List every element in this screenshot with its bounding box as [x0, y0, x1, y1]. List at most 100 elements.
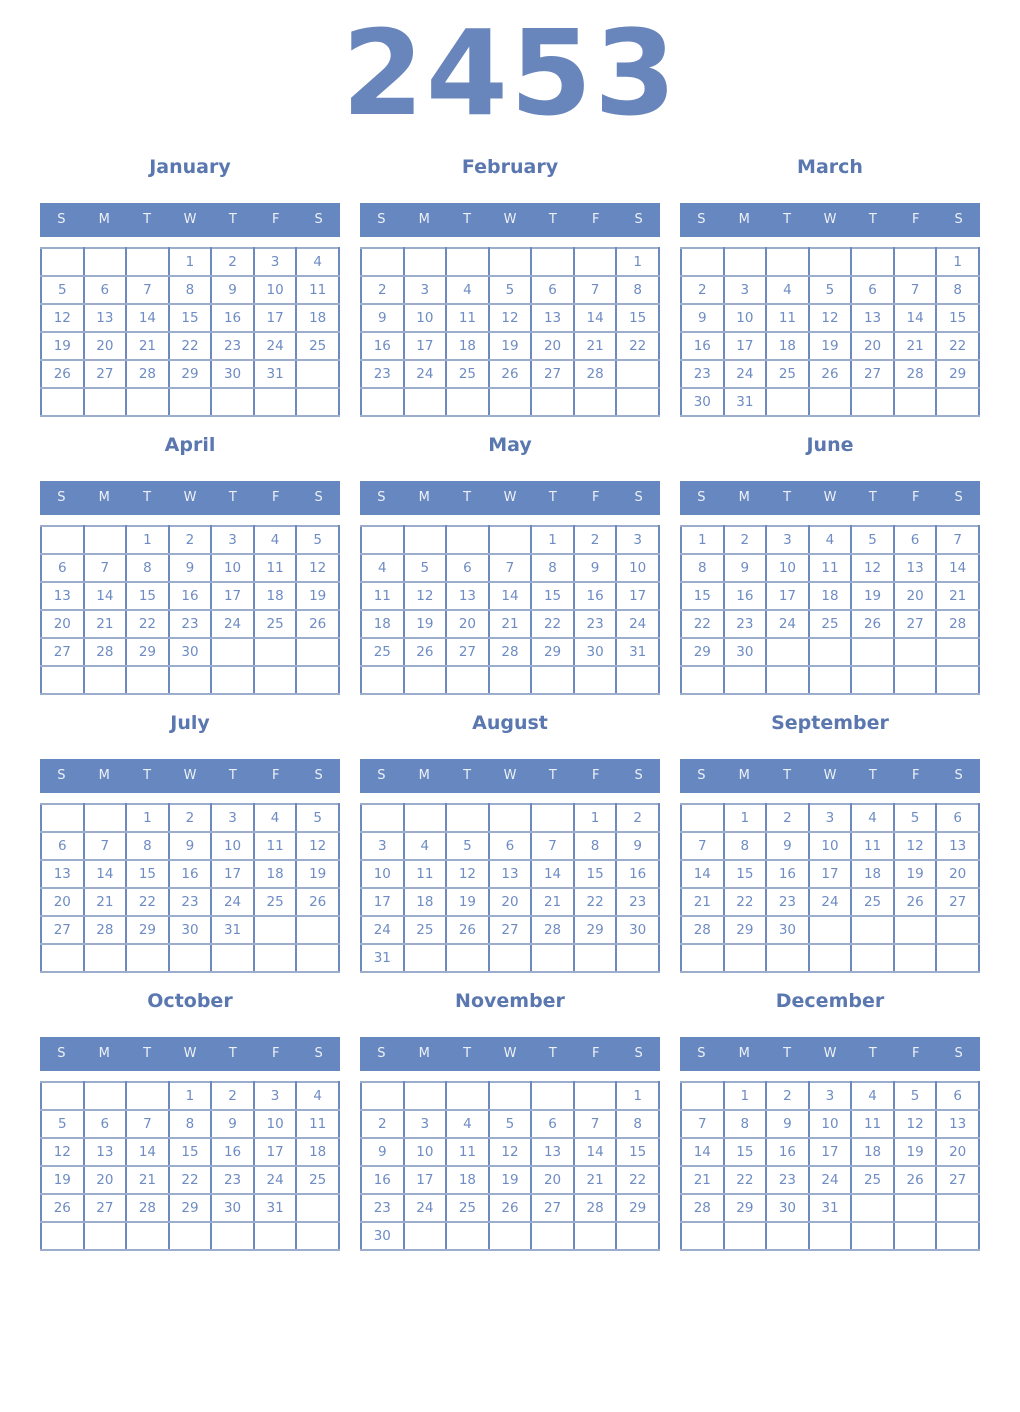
empty-cell [722, 1221, 768, 1251]
empty-cell [445, 247, 490, 277]
date-cell: 17 [615, 581, 660, 611]
date-cell: 8 [615, 1109, 660, 1139]
date-cell: 27 [487, 915, 533, 945]
empty-cell [850, 1193, 895, 1223]
weekday-label: M [738, 1046, 750, 1061]
date-cell: 2 [167, 803, 213, 833]
date-grid: 1 2 3 4 5 6 7 8 9 10 11 12 13 14 15 16 17 18 19 20 21 22 23 24 2… [40, 247, 340, 417]
date-cell: 14 [487, 581, 533, 611]
date-cell: 30 [765, 915, 810, 945]
empty-cell [807, 387, 853, 417]
date-cell: 28 [935, 609, 980, 639]
date-cell: 25 [850, 887, 895, 917]
date-cell: 13 [82, 1137, 128, 1167]
empty-cell [850, 247, 895, 277]
week-row: 29 30 [680, 637, 980, 667]
date-cell: 27 [850, 359, 895, 389]
week-row: 13 14 15 16 17 18 19 [40, 581, 340, 611]
date-cell: 7 [125, 275, 170, 305]
empty-cell [167, 387, 213, 417]
weekday-label: M [98, 212, 110, 227]
date-cell: 19 [807, 331, 853, 361]
date-cell: 6 [530, 275, 575, 305]
empty-cell [680, 803, 725, 833]
weekday-label: W [183, 212, 197, 227]
date-cell: 16 [615, 859, 660, 889]
date-cell: 4 [252, 803, 298, 833]
date-cell: 3 [402, 275, 448, 305]
date-cell: 2 [360, 275, 405, 305]
date-cell: 20 [935, 1137, 980, 1167]
weekday-label: S [377, 1046, 386, 1061]
empty-cell [402, 387, 448, 417]
date-cell: 6 [530, 1109, 575, 1139]
weekday-label: S [314, 768, 323, 783]
date-cell: 24 [360, 915, 405, 945]
date-cell: 13 [935, 831, 980, 861]
empty-cell [295, 1221, 340, 1251]
empty-cell [807, 943, 853, 973]
date-cell: 4 [445, 275, 490, 305]
empty-cell [252, 387, 298, 417]
date-cell: 19 [487, 1165, 533, 1195]
date-cell: 31 [722, 387, 768, 417]
week-row [360, 387, 660, 417]
weekday-label: M [418, 212, 430, 227]
date-cell: 27 [40, 915, 85, 945]
date-cell: 8 [615, 275, 660, 305]
empty-cell [722, 665, 768, 695]
empty-cell [935, 1193, 980, 1223]
weekday-label: T [868, 490, 877, 505]
week-row: 16 17 18 19 20 21 22 [360, 331, 660, 361]
date-cell: 18 [850, 859, 895, 889]
empty-cell [445, 525, 490, 555]
date-cell: 3 [722, 275, 768, 305]
empty-cell [615, 1221, 660, 1251]
date-cell: 12 [850, 553, 895, 583]
date-cell: 2 [615, 803, 660, 833]
date-cell: 29 [125, 915, 170, 945]
date-cell: 4 [445, 1109, 490, 1139]
date-cell: 7 [82, 553, 128, 583]
date-cell: 6 [82, 1109, 128, 1139]
date-cell: 18 [807, 581, 853, 611]
date-grid: 1 2 3 4 5 6 7 8 9 10 11 12 13 14 15 16 17 18 19 20 21 22 23 24 2… [680, 803, 980, 973]
date-cell: 31 [360, 943, 405, 973]
empty-cell [807, 915, 853, 945]
date-grid: 1 2 3 4 5 6 7 8 9 10 11 12 13 14 15 16 17 18 19 20 21 22 23 24 2… [680, 247, 980, 417]
empty-cell [40, 943, 85, 973]
empty-cell [850, 1221, 895, 1251]
date-cell: 23 [167, 609, 213, 639]
date-cell: 29 [167, 359, 213, 389]
week-row [40, 665, 340, 695]
week-row: 12 13 14 15 16 17 18 [40, 303, 340, 333]
empty-cell [210, 637, 255, 667]
date-cell: 17 [807, 1137, 853, 1167]
date-cell: 20 [445, 609, 490, 639]
date-cell: 21 [82, 887, 128, 917]
empty-cell [935, 1221, 980, 1251]
date-cell: 24 [252, 331, 298, 361]
weekday-label: T [548, 768, 557, 783]
date-cell: 8 [680, 553, 725, 583]
week-row: 28 29 30 31 [680, 1193, 980, 1223]
weekday-label: S [954, 768, 963, 783]
date-cell: 18 [850, 1137, 895, 1167]
empty-cell [252, 637, 298, 667]
date-cell: 24 [615, 609, 660, 639]
date-cell: 16 [210, 1137, 255, 1167]
weekday-label: F [271, 768, 280, 783]
date-cell: 28 [572, 1193, 618, 1223]
date-cell: 17 [765, 581, 810, 611]
empty-cell [850, 915, 895, 945]
date-cell: 10 [615, 553, 660, 583]
date-cell: 10 [360, 859, 405, 889]
empty-cell [445, 665, 490, 695]
